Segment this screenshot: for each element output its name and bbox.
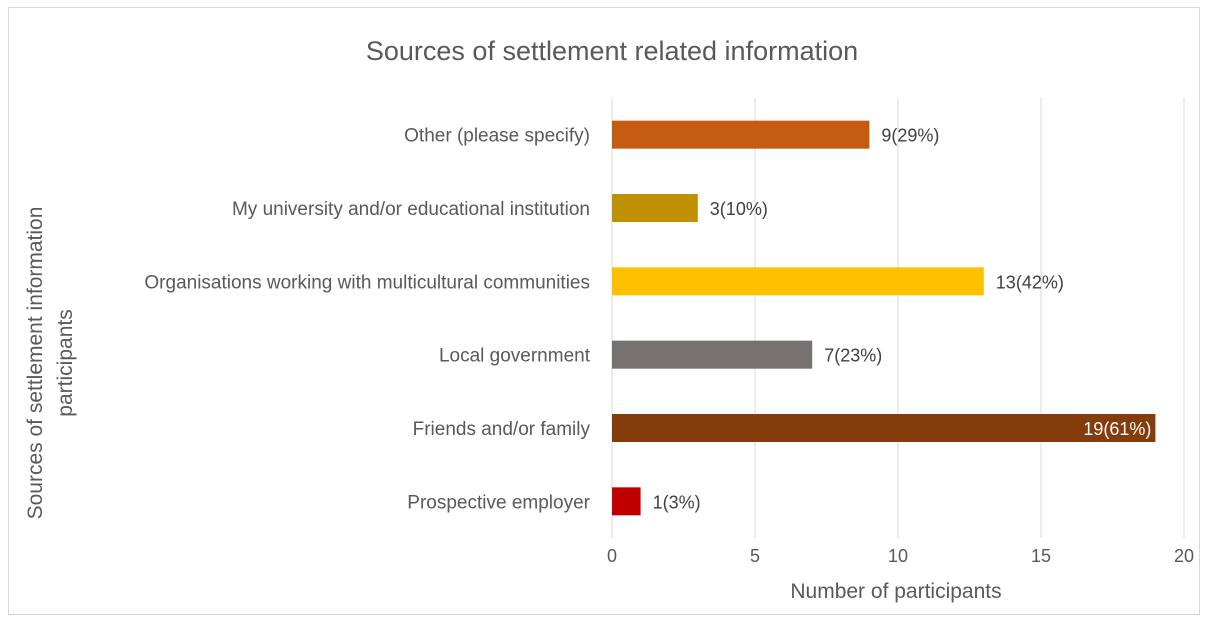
category-labels: Other (please specify) My university and/…: [144, 126, 590, 514]
x-tick-label: 0: [607, 546, 617, 566]
bar: [612, 194, 698, 222]
category-label: Prospective employer: [407, 492, 590, 513]
category-label: Friends and/or family: [413, 419, 591, 440]
data-label: 19(61%): [1083, 419, 1151, 439]
category-label: Local government: [439, 346, 591, 367]
x-tick-label: 15: [1031, 546, 1051, 566]
data-label: 7(23%): [824, 346, 882, 366]
x-tick-label: 5: [750, 546, 760, 566]
y-axis-title-line-2: participants: [54, 309, 77, 416]
data-label: 3(10%): [710, 199, 768, 219]
bar: [612, 414, 1156, 442]
bar: [612, 120, 870, 149]
bar-chart: Sources of settlement related informatio…: [24, 36, 1194, 603]
category-label: My university and/or educational institu…: [232, 199, 590, 220]
x-axis-title: Number of participants: [790, 580, 1001, 603]
bar: [612, 487, 641, 516]
x-tick-label: 20: [1174, 546, 1194, 566]
x-tick-label: 10: [888, 546, 908, 566]
data-label: 9(29%): [881, 126, 939, 146]
bar: [612, 267, 984, 296]
bar: [612, 340, 813, 369]
x-tick-labels: 0 5 10 15 20: [607, 546, 1194, 566]
chart-title: Sources of settlement related informatio…: [366, 36, 858, 66]
data-label: 13(42%): [996, 272, 1064, 292]
y-axis-title-line-1: Sources of settlement information: [24, 207, 47, 520]
data-labels: 9(29%) 3(10%) 13(42%) 7(23%) 19(61%) 1(3%): [653, 126, 1152, 513]
y-axis-title: Sources of settlement information partic…: [24, 207, 77, 520]
bars: [612, 120, 1156, 516]
data-label: 1(3%): [653, 492, 701, 512]
category-label: Other (please specify): [404, 126, 590, 147]
gridlines: [611, 98, 1185, 538]
chart-frame: Sources of settlement related informatio…: [8, 7, 1200, 615]
category-label: Organisations working with multicultural…: [144, 272, 590, 293]
